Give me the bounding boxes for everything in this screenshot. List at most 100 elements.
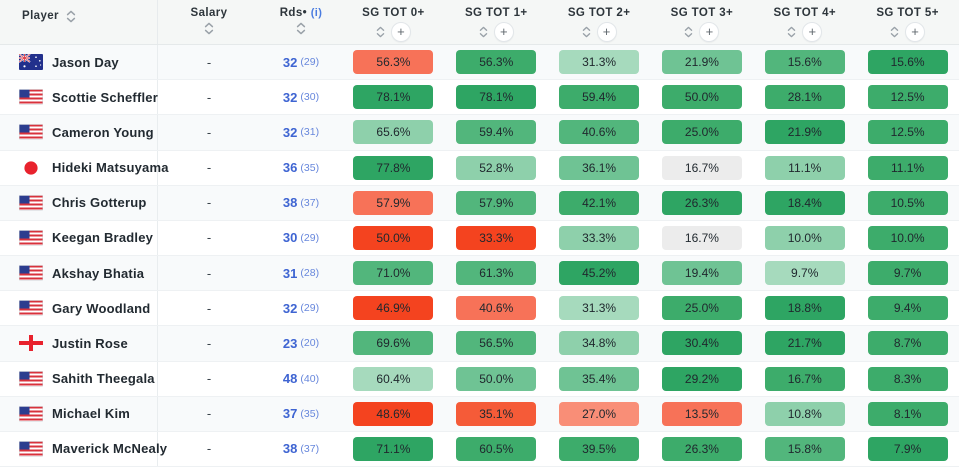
sort-icon[interactable]: [296, 22, 306, 35]
sg-stat-pill: 16.7%: [661, 225, 742, 250]
rds-value[interactable]: 32: [282, 54, 298, 70]
player-cell[interactable]: Cameron Young: [0, 115, 158, 150]
add-column-button[interactable]: +: [390, 22, 411, 42]
sg-tot-2-cell: 31.3%: [548, 291, 651, 325]
rds-cell: 32 (31): [260, 115, 342, 149]
rds-value[interactable]: 36: [282, 160, 298, 176]
player-cell[interactable]: Scottie Scheffler: [0, 80, 158, 115]
sg-tot-0-cell: 71.0%: [342, 256, 445, 290]
rds-cell: 38 (37): [260, 432, 342, 466]
header-sg-tot-1[interactable]: SG TOT 1+ +: [445, 0, 548, 44]
sg-stat-pill: 7.9%: [867, 436, 948, 461]
player-cell[interactable]: Michael Kim: [0, 396, 158, 431]
sort-icon[interactable]: [890, 26, 899, 38]
sg-tot-1-cell: 60.5%: [445, 432, 548, 466]
salary-cell: -: [158, 45, 260, 79]
sg-stat-pill: 27.0%: [559, 401, 640, 426]
add-column-button[interactable]: +: [905, 22, 926, 42]
sg-tot-5-cell: 11.1%: [856, 151, 959, 185]
sg-tot-1-cell: 52.8%: [445, 151, 548, 185]
player-cell[interactable]: Akshay Bhatia: [0, 256, 158, 291]
player-cell[interactable]: Justin Rose: [0, 326, 158, 361]
add-column-button[interactable]: +: [802, 22, 823, 42]
sg-tot-0-cell: 56.3%: [342, 45, 445, 79]
sort-icon[interactable]: [684, 26, 693, 38]
sort-icon[interactable]: [582, 26, 591, 38]
header-rds[interactable]: Rds• (i): [260, 0, 342, 44]
add-column-button[interactable]: +: [699, 22, 720, 42]
header-sg-tot-4[interactable]: SG TOT 4+ +: [753, 0, 856, 44]
add-column-button[interactable]: +: [493, 22, 514, 42]
sg-stat-pill: 56.5%: [456, 331, 537, 356]
header-sg-tot-4-label: SG TOT 4+: [773, 7, 836, 19]
flag-us-icon: [19, 300, 43, 317]
sg-stat-pill: 9.4%: [867, 296, 948, 321]
player-cell[interactable]: Keegan Bradley: [0, 220, 158, 255]
rds-value[interactable]: 38: [282, 195, 298, 211]
table-row: Justin Rose - 23 (20) 69.6% 56.5% 34.8% …: [0, 326, 959, 362]
sg-stat-pill: 56.3%: [353, 50, 434, 75]
table-row: Michael Kim - 37 (35) 48.6% 35.1% 27.0% …: [0, 396, 959, 432]
info-link[interactable]: (i): [310, 7, 323, 19]
sg-stat-pill: 40.6%: [559, 120, 640, 145]
sg-stat-pill: 42.1%: [559, 190, 640, 215]
player-cell[interactable]: Maverick McNealy: [0, 431, 167, 466]
rds-value[interactable]: 30: [282, 230, 298, 246]
player-cell[interactable]: Gary Woodland: [0, 291, 158, 326]
header-player[interactable]: Player: [0, 0, 158, 44]
sg-tot-3-cell: 16.7%: [651, 151, 754, 185]
player-cell[interactable]: Chris Gotterup: [0, 185, 158, 220]
sg-tot-4-cell: 10.0%: [753, 221, 856, 255]
header-sg-tot-0[interactable]: SG TOT 0+ +: [342, 0, 445, 44]
salary-cell: -: [158, 397, 260, 431]
sg-tot-3-cell: 30.4%: [651, 326, 754, 360]
sg-tot-2-cell: 27.0%: [548, 397, 651, 431]
table-row: Cameron Young - 32 (31) 65.6% 59.4% 40.6…: [0, 115, 959, 151]
sg-stat-pill: 59.4%: [456, 120, 537, 145]
player-cell[interactable]: Jason Day: [0, 45, 158, 80]
sg-stat-pill: 8.7%: [867, 331, 948, 356]
rds-value[interactable]: 23: [282, 335, 298, 351]
salary-cell: -: [158, 115, 260, 149]
salary-value: -: [206, 195, 212, 211]
header-salary[interactable]: Salary: [158, 0, 260, 44]
sg-tot-0-cell: 46.9%: [342, 291, 445, 325]
sort-icon[interactable]: [376, 26, 385, 38]
sg-stat-pill: 9.7%: [764, 261, 845, 286]
rds-alt-value: (31): [300, 126, 320, 139]
sg-tot-3-cell: 29.2%: [651, 362, 754, 396]
sort-icon[interactable]: [787, 26, 796, 38]
rds-value[interactable]: 32: [282, 124, 298, 140]
rds-value[interactable]: 32: [282, 300, 298, 316]
sg-tot-1-cell: 35.1%: [445, 397, 548, 431]
sort-icon[interactable]: [479, 26, 488, 38]
sg-tot-4-cell: 21.9%: [753, 115, 856, 149]
player-name: Maverick McNealy: [52, 441, 168, 457]
rds-value[interactable]: 31: [282, 265, 298, 281]
header-sg-tot-2[interactable]: SG TOT 2+ +: [548, 0, 651, 44]
sg-stat-pill: 25.0%: [661, 120, 742, 145]
sg-tot-0-cell: 65.6%: [342, 115, 445, 149]
sg-stat-pill: 31.3%: [559, 50, 640, 75]
sg-stat-pill: 71.0%: [353, 261, 434, 286]
sg-stat-pill: 13.5%: [661, 401, 742, 426]
rds-value[interactable]: 48: [282, 371, 298, 387]
salary-cell: -: [158, 80, 260, 114]
sort-icon[interactable]: [66, 10, 76, 23]
rds-value[interactable]: 37: [282, 406, 298, 422]
sg-tot-5-cell: 8.1%: [856, 397, 959, 431]
sort-icon[interactable]: [204, 22, 214, 35]
player-name: Cameron Young: [52, 124, 154, 140]
player-cell[interactable]: Sahith Theegala: [0, 361, 158, 396]
sg-stat-pill: 45.2%: [559, 261, 640, 286]
sg-tot-2-cell: 42.1%: [548, 186, 651, 220]
header-sg-tot-3[interactable]: SG TOT 3+ +: [651, 0, 754, 44]
header-sg-tot-5[interactable]: SG TOT 5+ +: [856, 0, 959, 44]
rds-value[interactable]: 32: [282, 89, 298, 105]
sg-stat-pill: 69.6%: [353, 331, 434, 356]
rds-alt-value: (37): [300, 442, 320, 455]
player-cell[interactable]: Hideki Matsuyama: [0, 150, 168, 185]
add-column-button[interactable]: +: [596, 22, 617, 42]
rds-value[interactable]: 38: [282, 441, 298, 457]
sg-tot-1-cell: 50.0%: [445, 362, 548, 396]
